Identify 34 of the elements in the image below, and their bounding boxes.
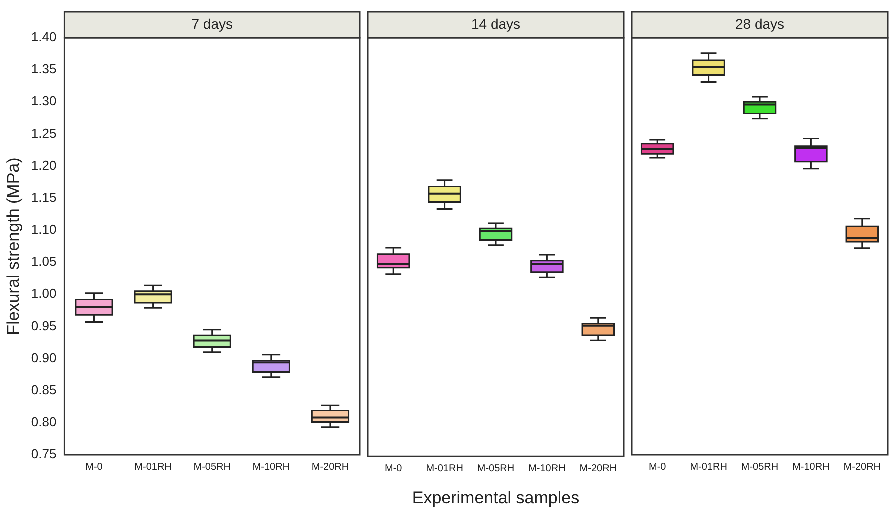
x-tick-label: M-01RH — [134, 462, 172, 473]
y-tick-label: 1.20 — [31, 158, 57, 173]
x-tick-label: M-01RH — [690, 462, 728, 473]
y-axis-title: Flexural strength (MPa) — [4, 158, 23, 336]
x-tick-label: M-01RH — [426, 463, 464, 474]
x-tick-label: M-0 — [86, 462, 104, 473]
y-tick-label: 0.80 — [31, 414, 57, 430]
y-tick-label: 0.75 — [31, 446, 57, 462]
x-tick-label: M-20RH — [312, 462, 350, 473]
x-tick-label: M-10RH — [252, 462, 290, 473]
x-tick-label: M-05RH — [194, 462, 231, 473]
y-tick-label: 1.10 — [31, 222, 57, 238]
x-tick-label: M-05RH — [477, 463, 515, 474]
y-tick-label: 1.30 — [31, 94, 57, 109]
x-tick-label: M-0 — [384, 463, 403, 474]
chart-title: 7 days — [192, 16, 233, 32]
y-tick-label: 1.05 — [31, 254, 57, 270]
x-tick-label: M-20RH — [844, 462, 882, 473]
chart-title: 28 days — [735, 16, 785, 32]
x-tick-label: M-10RH — [792, 462, 830, 473]
y-tick-label: 0.95 — [31, 318, 57, 334]
x-tick-label: M-10RH — [528, 463, 566, 474]
y-tick-label: 1.00 — [31, 286, 57, 302]
y-tick-label: 1.15 — [31, 190, 57, 205]
x-axis-title: Experimental samples — [412, 488, 580, 508]
x-tick-label: M-0 — [648, 462, 667, 473]
y-tick-label: 1.40 — [31, 30, 57, 45]
chart-title: 14 days — [471, 16, 521, 32]
y-tick-label: 1.35 — [31, 62, 57, 77]
y-tick-label: 0.85 — [31, 382, 57, 398]
y-tick-label: 1.25 — [31, 126, 57, 141]
x-tick-label: M-20RH — [580, 463, 618, 474]
y-tick-label: 0.90 — [31, 350, 57, 366]
x-tick-label: M-05RH — [741, 462, 779, 473]
